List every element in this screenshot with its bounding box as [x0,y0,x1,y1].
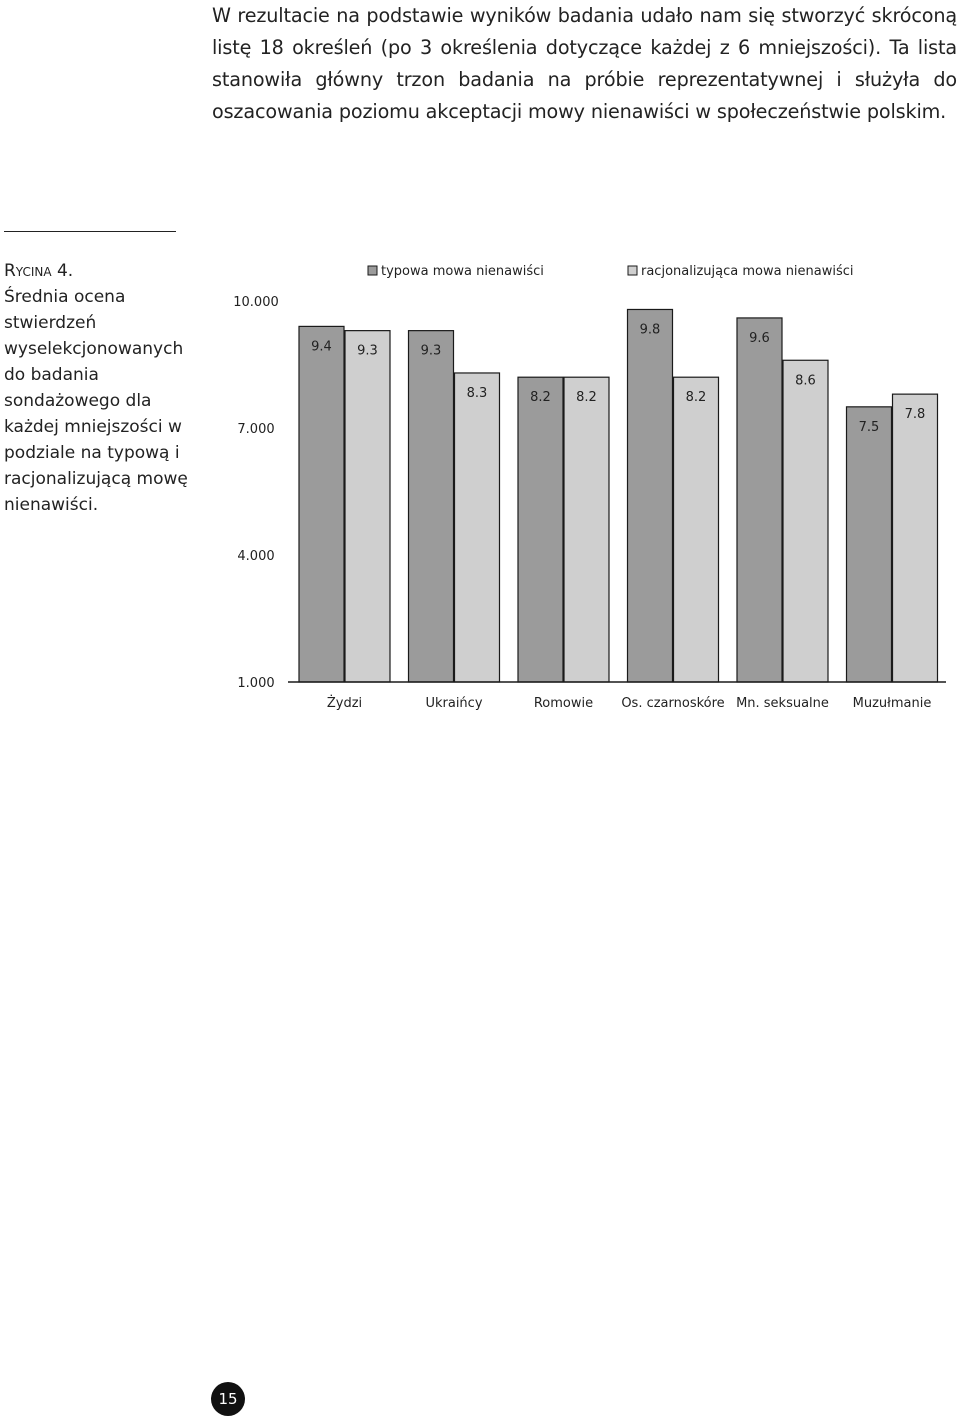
bar-rational [344,330,391,683]
bar-rational [672,376,720,683]
x-category-label: Ukraińcy [425,696,482,711]
x-category-label: Muzułmanie [853,696,932,711]
bar-typical [407,330,455,683]
legend-label-rational: racjonalizująca mowa nienawiści [641,264,854,279]
y-tick-label: 4.000 [237,549,274,564]
bar-rational [453,372,501,683]
bar-value-label: 8.6 [795,373,816,388]
bar-value-label: 9.3 [421,344,442,359]
caption-divider [4,231,176,232]
y-tick-label: 1.000 [237,676,274,691]
bar-value-label: 8.3 [467,386,488,401]
bar-typical [736,317,783,683]
y-tick-label: 7.000 [237,422,274,437]
x-category-label: Os. czarnoskóre [621,696,724,711]
legend-swatch-rational [627,265,638,276]
page-number-badge: 15 [211,1382,245,1416]
legend-label-typical: typowa mowa nienawiści [381,264,544,279]
bar-chart: 1.000 4.000 7.000 10.000 typowa mowa nienawi… [233,264,946,711]
figure-label: Rycina 4. [4,261,74,281]
figure-caption: Średnia ocena stwierdzeń wyselekcjonowan… [4,287,188,515]
bar-value-label: 8.2 [576,390,597,405]
x-category-label: Romowie [534,696,593,711]
x-category-label: Żydzi [327,695,362,711]
bar-value-label: 8.2 [686,390,707,405]
body-paragraph: W rezultacie na podstawie wyników badani… [212,4,957,123]
bar-typical [845,406,893,683]
bar-value-label: 7.8 [905,407,926,422]
bar-typical [626,308,674,683]
bar-typical [517,376,564,683]
x-category-label: Mn. seksualne [736,696,829,711]
bar-typical [298,325,345,683]
bar-rational [782,359,829,683]
bar-value-label: 9.6 [749,331,770,346]
bar-value-label: 7.5 [859,420,880,435]
y-tick-label: 10.000 [233,295,279,310]
bar-value-label: 9.4 [311,339,332,354]
bar-value-label: 9.8 [640,322,661,337]
bar-rational [891,393,939,683]
bar-value-label: 8.2 [530,390,551,405]
bar-value-label: 9.3 [357,344,378,359]
bar-rational [563,376,610,683]
legend-swatch-typical [367,265,378,276]
